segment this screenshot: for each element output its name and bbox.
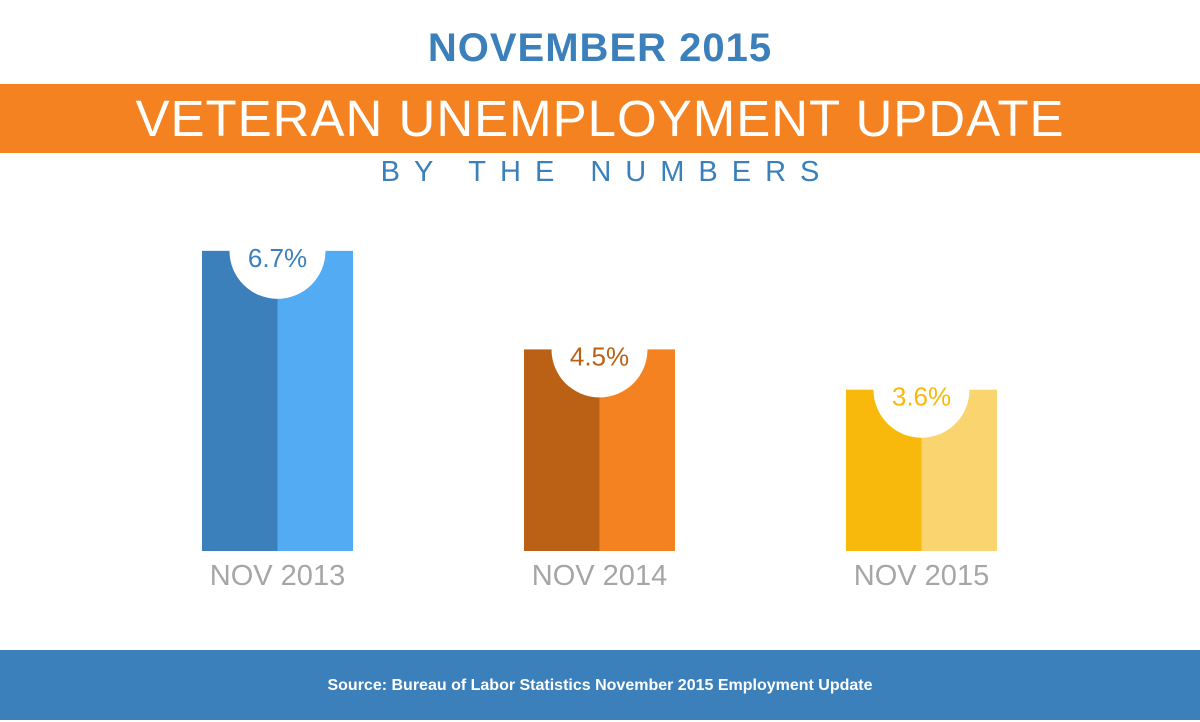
data-label: 3.6% bbox=[892, 382, 951, 412]
data-label: 4.5% bbox=[570, 341, 629, 371]
category-label: NOV 2013 bbox=[210, 560, 345, 592]
footer-bar: Source: Bureau of Labor Statistics Novem… bbox=[0, 650, 1200, 720]
category-label: NOV 2015 bbox=[854, 560, 989, 592]
data-label: 6.7% bbox=[248, 243, 307, 273]
category-label: NOV 2014 bbox=[532, 560, 667, 592]
bar-chart: 6.7% NOV 2013 4.5% NOV 2014 3.6% NOV 2015 bbox=[0, 0, 1200, 720]
source-note: Source: Bureau of Labor Statistics Novem… bbox=[0, 650, 1200, 720]
